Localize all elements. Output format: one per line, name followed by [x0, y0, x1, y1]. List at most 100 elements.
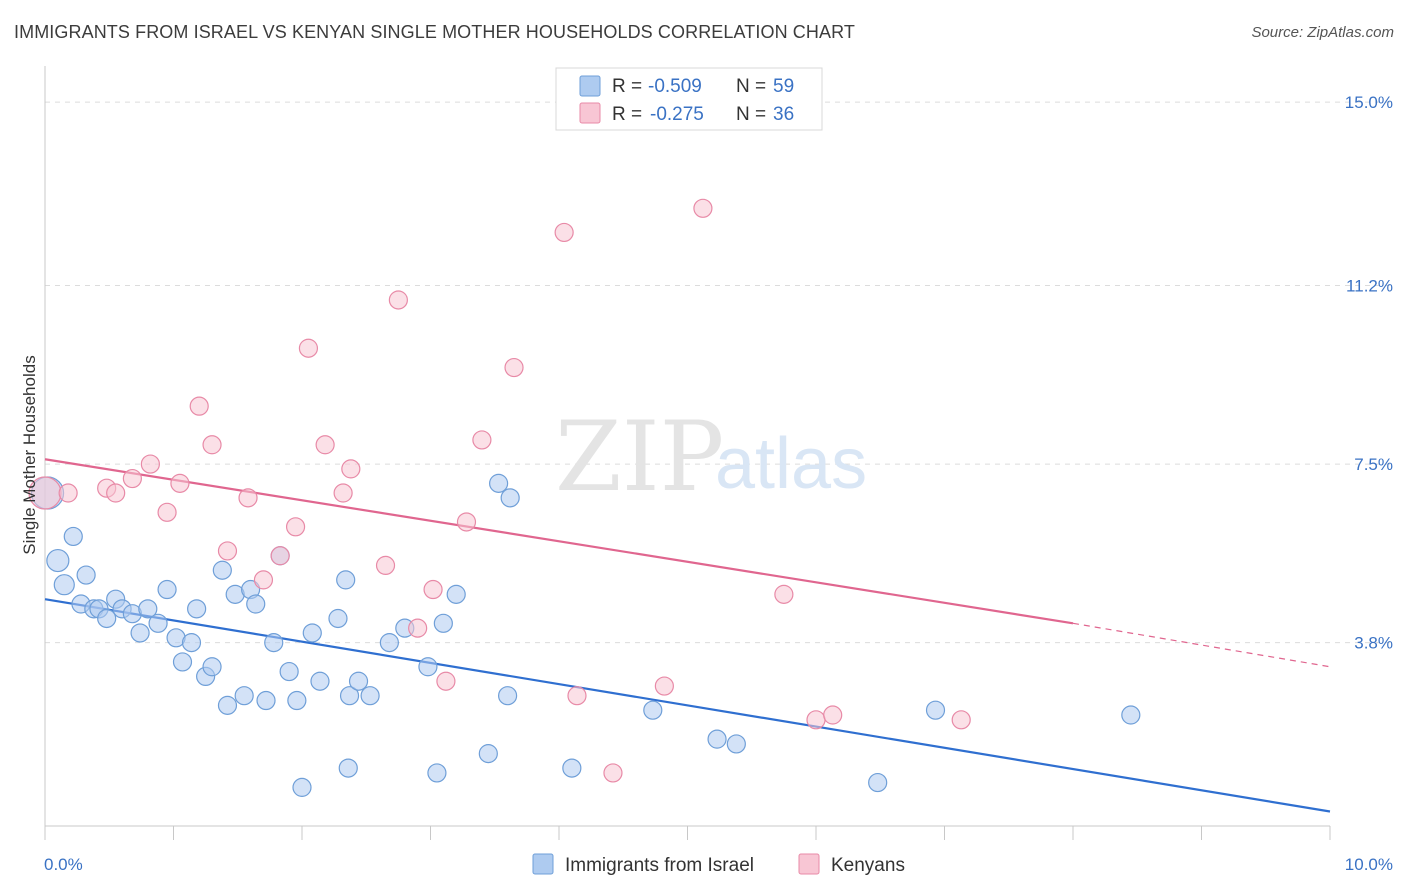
israel-point	[264, 633, 284, 653]
israel-point	[339, 686, 360, 706]
israel-point	[76, 565, 96, 585]
israel-point	[234, 686, 254, 706]
kenyans-point	[285, 517, 306, 537]
israel-point	[446, 584, 466, 604]
israel-point	[925, 700, 946, 720]
israel-point	[478, 744, 498, 764]
bottom-legend-label-kenyans: Kenyans	[831, 855, 905, 876]
israel-point	[130, 623, 150, 643]
kenyans-point	[170, 473, 190, 493]
x-tick-labels: 0.0% 10.0%	[44, 855, 1393, 874]
y-tick-labels: 3.8% 7.5% 11.2% 15.0%	[1345, 93, 1393, 652]
israel-point	[279, 661, 299, 682]
legend-r-label-israel: R =	[612, 76, 642, 97]
kenyans-point	[472, 430, 492, 450]
bottom-legend-swatch-israel	[532, 853, 554, 875]
kenyans-point	[388, 290, 408, 310]
kenyans-point	[423, 579, 443, 600]
grid-lines	[45, 101, 1392, 644]
kenyans-point	[106, 483, 126, 503]
kenyans-point	[333, 483, 353, 503]
legend-r-value-kenyans: -0.275	[650, 104, 704, 125]
kenyans-point	[238, 488, 258, 508]
israel-point	[157, 579, 177, 600]
israel-point	[360, 686, 380, 706]
israel-point	[489, 473, 509, 493]
bottom-legend-label-israel: Immigrants from Israel	[565, 855, 754, 876]
israel-point	[336, 570, 356, 590]
kenyans-point	[567, 686, 587, 706]
israel-point	[53, 574, 75, 596]
israel-point	[181, 633, 202, 653]
y-axis-label: Single Mother Households	[20, 355, 39, 554]
kenyans-point	[504, 357, 524, 378]
kenyans-point	[951, 710, 971, 730]
israel-point	[63, 526, 83, 547]
israel-point	[338, 758, 358, 778]
kenyans-point	[58, 483, 78, 503]
kenyans-point	[189, 396, 209, 416]
watermark-zip: ZIP	[555, 401, 724, 513]
legend: R = -0.509 N = 59 R = -0.275 N = 36	[555, 67, 823, 131]
israel-point	[187, 599, 207, 619]
kenyans-point	[270, 546, 290, 566]
israel-point	[246, 594, 266, 614]
israel-point	[302, 623, 322, 643]
trend-lines	[44, 458, 1331, 813]
y-tick-label: 7.5%	[1354, 455, 1393, 474]
kenyans-point	[554, 222, 574, 243]
israel-point	[643, 700, 663, 720]
israel-point	[202, 657, 222, 677]
kenyans-point	[341, 459, 361, 479]
kenyans-trend-line	[44, 458, 1074, 625]
israel-point	[433, 613, 453, 633]
israel-point	[500, 488, 520, 508]
kenyans-point	[157, 502, 177, 522]
israel-point	[212, 560, 232, 580]
kenyans-point	[693, 198, 713, 218]
kenyans-point	[456, 512, 477, 532]
kenyans-point	[654, 676, 674, 696]
kenyans-point	[806, 710, 826, 730]
legend-n-value-israel: 59	[773, 76, 794, 97]
kenyans-point	[375, 555, 396, 576]
y-tick-label: 3.8%	[1354, 634, 1393, 653]
kenyans-point	[217, 541, 238, 561]
kenyans-point	[140, 454, 160, 474]
kenyans-trend-line-extension	[1072, 622, 1331, 668]
israel-trend-line	[44, 598, 1331, 813]
israel-point	[726, 734, 746, 754]
data-points	[28, 198, 1141, 797]
y-tick-label: 15.0%	[1345, 93, 1393, 112]
bottom-legend: Immigrants from Israel Kenyans	[532, 853, 905, 876]
israel-point	[172, 652, 193, 672]
kenyans-point	[408, 618, 428, 638]
israel-point	[562, 758, 582, 778]
israel-point	[138, 599, 158, 619]
israel-point	[287, 690, 307, 711]
israel-point	[418, 657, 438, 677]
legend-r-label-kenyans: R =	[612, 104, 642, 125]
israel-point	[310, 671, 330, 691]
kenyans-point	[253, 570, 274, 590]
bottom-legend-swatch-kenyans	[798, 853, 820, 875]
israel-point	[46, 548, 70, 573]
axes	[44, 66, 1331, 840]
israel-point	[217, 695, 238, 715]
israel-point	[148, 613, 168, 633]
legend-swatch-israel	[579, 75, 601, 97]
x-tick-label: 10.0%	[1345, 855, 1393, 874]
israel-point	[427, 763, 447, 783]
israel-point	[97, 608, 117, 629]
y-tick-label: 11.2%	[1346, 277, 1393, 296]
kenyans-point	[823, 705, 843, 725]
israel-point	[868, 772, 888, 793]
kenyans-point	[202, 435, 222, 455]
israel-point	[348, 671, 369, 691]
legend-n-label-kenyans: N =	[736, 104, 766, 125]
kenyans-point	[298, 338, 319, 358]
israel-point	[379, 633, 399, 653]
watermark-atlas: atlas	[715, 424, 867, 504]
legend-swatch-kenyans	[579, 102, 601, 124]
